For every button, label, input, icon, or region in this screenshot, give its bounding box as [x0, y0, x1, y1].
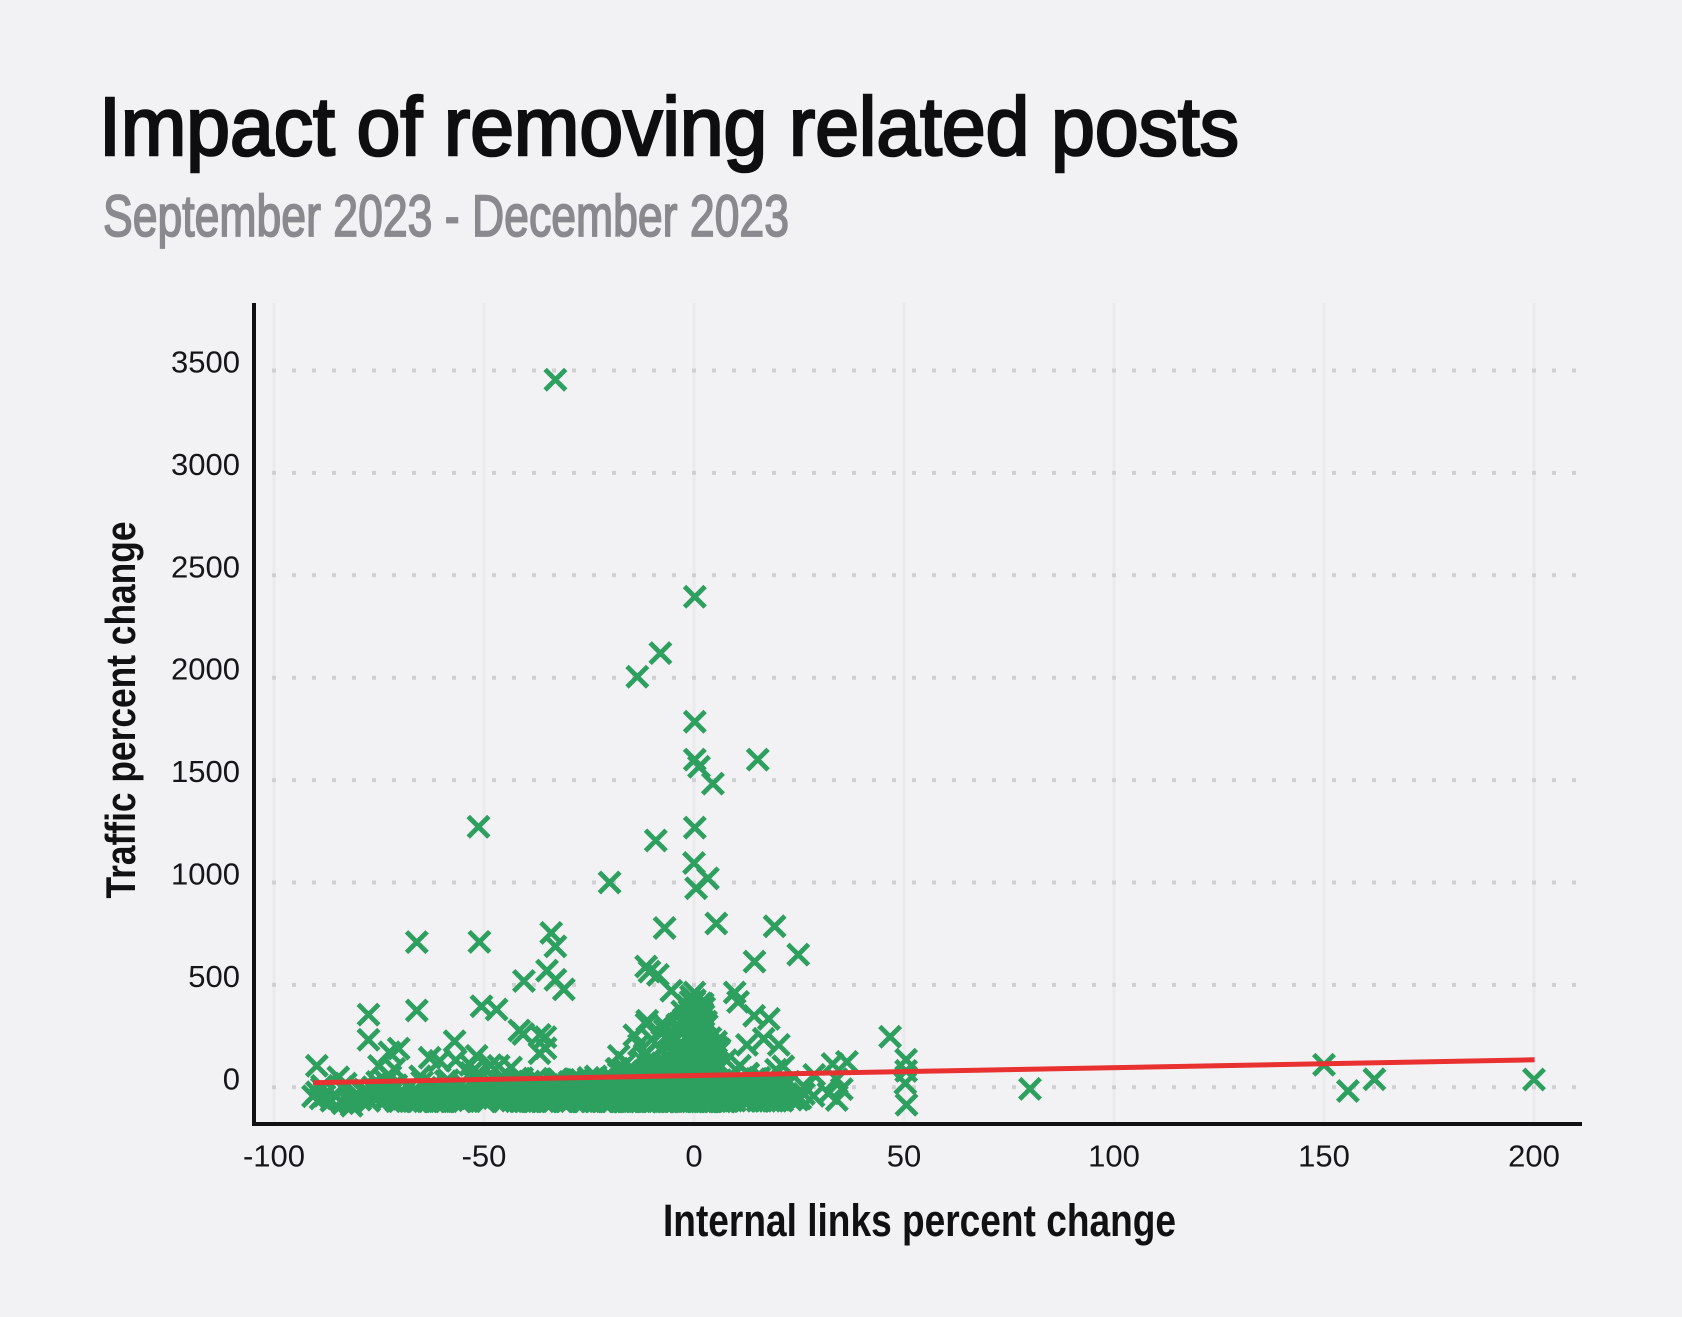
svg-text:0: 0	[685, 1139, 702, 1174]
svg-text:Internal links percent change: Internal links percent change	[663, 1195, 1176, 1246]
svg-text:0: 0	[223, 1061, 240, 1096]
svg-text:1500: 1500	[171, 754, 240, 789]
svg-text:September 2023 - December 2023: September 2023 - December 2023	[103, 184, 789, 249]
svg-text:2500: 2500	[171, 549, 240, 584]
svg-text:200: 200	[1508, 1139, 1560, 1174]
svg-text:3500: 3500	[171, 345, 240, 380]
svg-text:150: 150	[1298, 1139, 1350, 1174]
svg-text:50: 50	[887, 1139, 921, 1174]
svg-text:3000: 3000	[171, 447, 240, 482]
svg-text:Impact of removing related pos: Impact of removing related posts	[99, 80, 1239, 173]
svg-text:-100: -100	[243, 1139, 305, 1174]
svg-text:Traffic percent change: Traffic percent change	[97, 522, 144, 899]
svg-text:100: 100	[1088, 1139, 1140, 1174]
svg-text:-50: -50	[462, 1139, 507, 1174]
svg-text:500: 500	[188, 959, 240, 994]
svg-text:1000: 1000	[171, 857, 240, 892]
svg-text:2000: 2000	[171, 652, 240, 687]
